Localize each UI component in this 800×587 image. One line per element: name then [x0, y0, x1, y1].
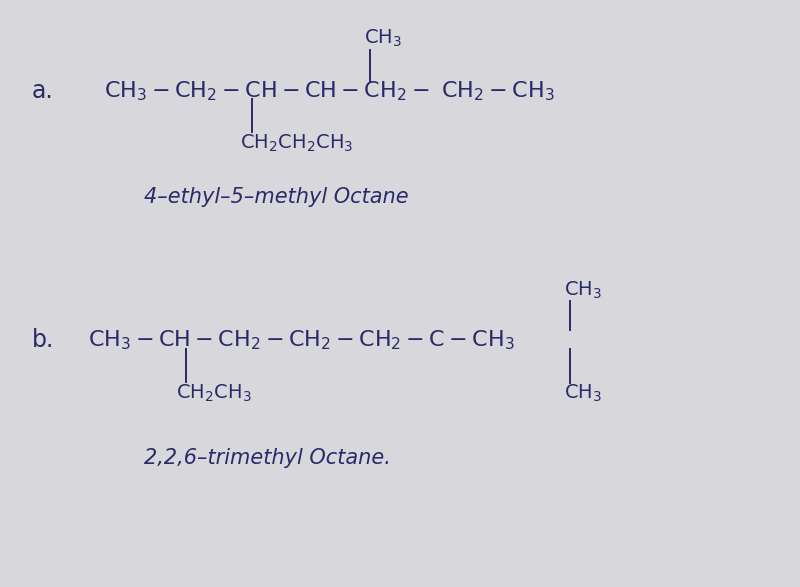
Text: $\mathregular{CH_3}$: $\mathregular{CH_3}$: [564, 383, 602, 404]
Text: $\mathregular{CH_3-CH_2-CH-CH-CH_2-\ CH_2-CH_3}$: $\mathregular{CH_3-CH_2-CH-CH-CH_2-\ CH_…: [104, 79, 554, 103]
Text: $\mathregular{CH_3-CH-CH_2-CH_2-CH_2-C-CH_3}$: $\mathregular{CH_3-CH-CH_2-CH_2-CH_2-C-C…: [88, 329, 514, 352]
Text: $\mathregular{CH_2CH_2CH_3}$: $\mathregular{CH_2CH_2CH_3}$: [240, 133, 354, 154]
Text: $\mathregular{CH_3}$: $\mathregular{CH_3}$: [364, 28, 402, 49]
Text: b.: b.: [32, 329, 54, 352]
Text: $\mathregular{CH_2CH_3}$: $\mathregular{CH_2CH_3}$: [176, 383, 252, 404]
Text: 2,2,6–trimethyl Octane.: 2,2,6–trimethyl Octane.: [144, 448, 391, 468]
Text: 4–ethyl–5–methyl Octane: 4–ethyl–5–methyl Octane: [144, 187, 409, 207]
Text: $\mathregular{CH_3}$: $\mathregular{CH_3}$: [564, 280, 602, 301]
Text: a.: a.: [32, 79, 54, 103]
